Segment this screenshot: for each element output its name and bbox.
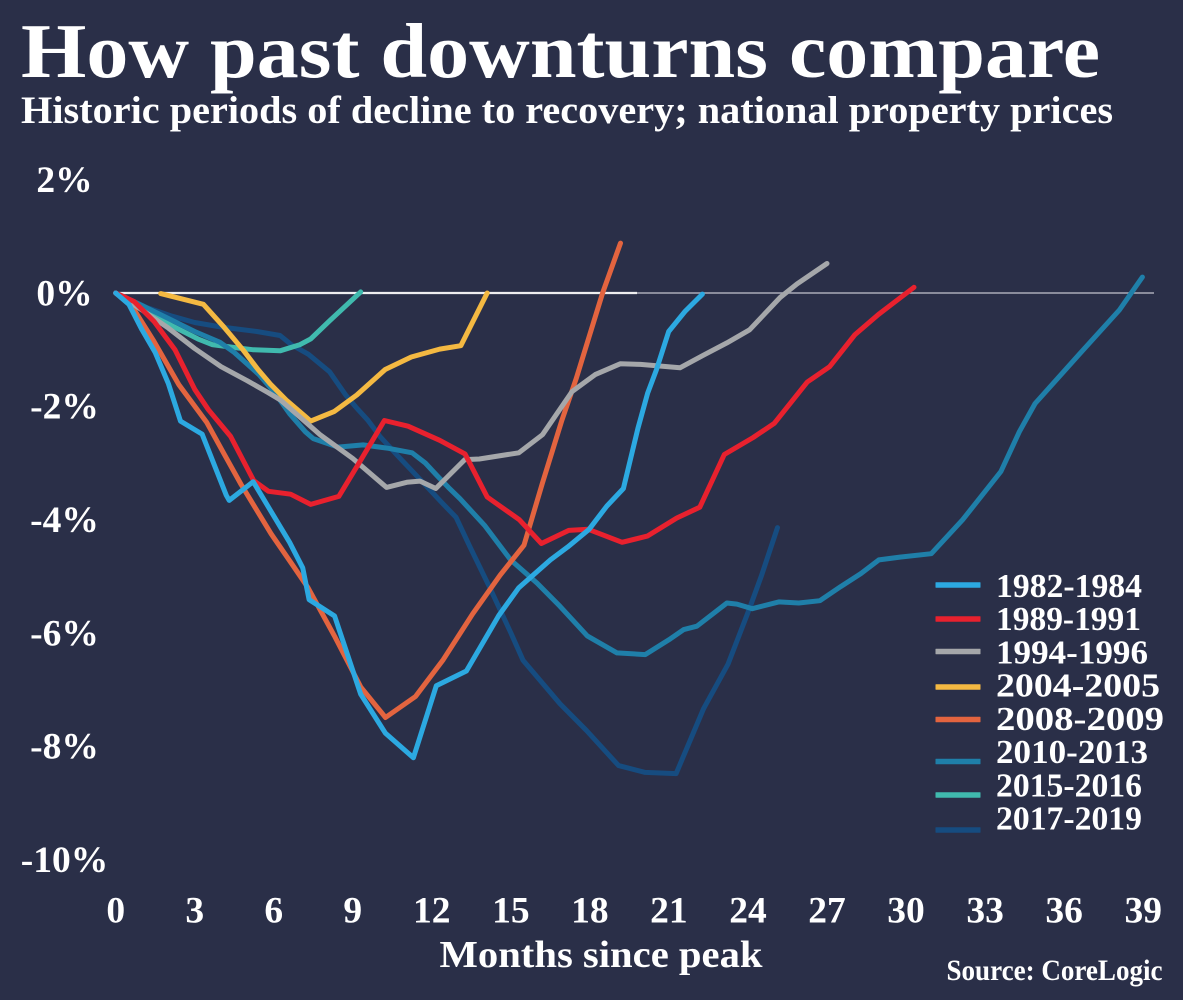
- svg-text:12: 12: [413, 891, 451, 932]
- svg-text:0%: 0%: [36, 273, 92, 314]
- svg-text:-8%: -8%: [30, 727, 99, 768]
- svg-text:2004-2005: 2004-2005: [996, 668, 1160, 705]
- svg-text:Source: CoreLogic: Source: CoreLogic: [947, 954, 1163, 987]
- svg-text:3: 3: [185, 891, 204, 932]
- svg-text:0: 0: [106, 891, 125, 932]
- svg-text:2%: 2%: [36, 160, 92, 201]
- svg-text:1994-1996: 1994-1996: [996, 634, 1148, 671]
- svg-text:39: 39: [1124, 891, 1162, 932]
- svg-text:36: 36: [1045, 891, 1083, 932]
- svg-text:27: 27: [808, 891, 846, 932]
- svg-text:How past downturns compare: How past downturns compare: [21, 8, 1100, 94]
- svg-text:30: 30: [887, 891, 925, 932]
- svg-text:2015-2016: 2015-2016: [996, 767, 1142, 804]
- svg-text:1989-1991: 1989-1991: [996, 601, 1141, 638]
- svg-text:9: 9: [343, 891, 362, 932]
- svg-text:-4%: -4%: [30, 500, 99, 541]
- svg-text:33: 33: [966, 891, 1004, 932]
- svg-text:2017-2019: 2017-2019: [996, 801, 1142, 838]
- svg-text:21: 21: [650, 891, 688, 932]
- svg-text:-2%: -2%: [30, 387, 99, 428]
- svg-text:6: 6: [264, 891, 283, 932]
- svg-text:15: 15: [492, 891, 530, 932]
- svg-text:Months since peak: Months since peak: [440, 934, 764, 976]
- svg-text:24: 24: [729, 891, 767, 932]
- svg-text:2008-2009: 2008-2009: [996, 701, 1164, 738]
- svg-text:-10%: -10%: [21, 840, 109, 881]
- svg-text:-6%: -6%: [30, 613, 99, 654]
- svg-text:1982-1984: 1982-1984: [996, 568, 1142, 605]
- svg-text:Historic periods of decline to: Historic periods of decline to recovery;…: [21, 89, 1113, 132]
- svg-text:2010-2013: 2010-2013: [996, 734, 1148, 771]
- svg-text:18: 18: [571, 891, 609, 932]
